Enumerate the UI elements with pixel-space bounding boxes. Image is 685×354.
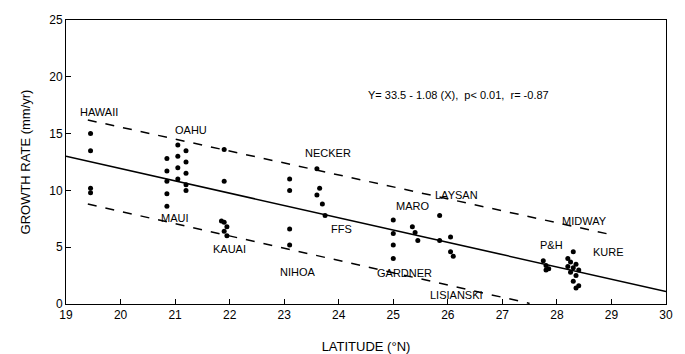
svg-text:LAYSAN: LAYSAN [435,189,478,201]
svg-text:GARDNER: GARDNER [377,267,432,279]
svg-text:P&H: P&H [540,239,563,251]
svg-text:20: 20 [49,70,63,84]
svg-text:30: 30 [659,308,673,322]
svg-text:19: 19 [59,308,73,322]
svg-text:20: 20 [114,308,128,322]
svg-text:22: 22 [223,308,237,322]
svg-text:0: 0 [56,297,63,311]
svg-text:FFS: FFS [331,223,352,235]
svg-text:LISIANSKI: LISIANSKI [430,289,483,301]
svg-text:MARO: MARO [396,200,429,212]
svg-text:NIHOA: NIHOA [280,266,316,278]
svg-text:23: 23 [278,308,292,322]
svg-text:25: 25 [49,13,63,27]
svg-text:24: 24 [332,308,346,322]
svg-text:15: 15 [49,127,63,141]
svg-text:KAUAI: KAUAI [213,243,246,255]
svg-text:27: 27 [496,308,510,322]
svg-text:25: 25 [387,308,401,322]
svg-text:Y= 33.5 - 1.08 (X), p< 0.01,: Y= 33.5 - 1.08 (X), p< 0.01, r= -0.87 [368,89,549,101]
svg-text:MIDWAY: MIDWAY [562,215,607,227]
svg-text:26: 26 [441,308,455,322]
svg-text:5: 5 [56,240,63,254]
svg-text:HAWAII: HAWAII [80,106,118,118]
svg-text:21: 21 [168,308,182,322]
svg-text:MAUI: MAUI [161,212,189,224]
svg-text:29: 29 [605,308,619,322]
svg-text:NECKER: NECKER [305,147,351,159]
svg-text:GROWTH RATE (mm/yr): GROWTH RATE (mm/yr) [18,90,33,235]
svg-text:28: 28 [550,308,564,322]
svg-text:10: 10 [49,184,63,198]
svg-text:OAHU: OAHU [175,124,207,136]
svg-text:KURE: KURE [593,246,624,258]
svg-text:LATITUDE (°N): LATITUDE (°N) [322,339,411,354]
